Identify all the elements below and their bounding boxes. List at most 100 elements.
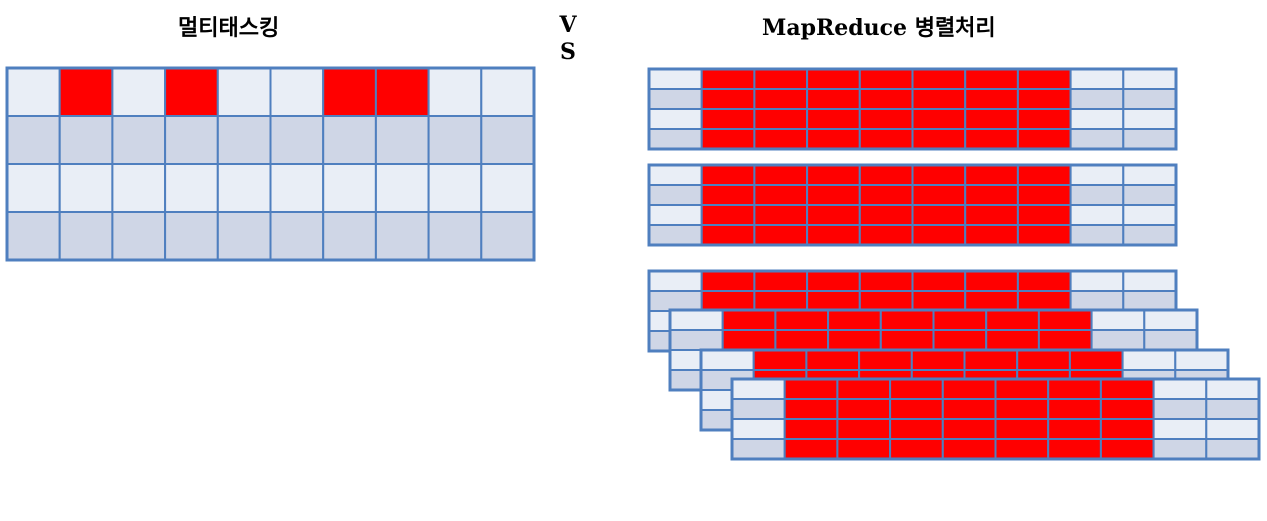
- active-cell: [827, 329, 882, 351]
- active-cell: [858, 68, 914, 90]
- grid-cell: [374, 163, 430, 213]
- active-cell: [700, 270, 756, 292]
- grid-cell: [164, 67, 219, 117]
- block-cell: [669, 329, 724, 351]
- active-cell: [1099, 418, 1155, 440]
- grid-cell: [58, 211, 114, 261]
- active-cell: [806, 204, 861, 226]
- block-cell: [731, 438, 786, 460]
- block-cell: [669, 309, 724, 331]
- mapreduce-block-1: [647, 67, 1178, 151]
- grid-cell: [164, 115, 219, 165]
- active-cell: [879, 309, 935, 331]
- active-cell: [827, 309, 882, 331]
- active-cell: [964, 204, 1019, 226]
- active-cell: [963, 349, 1019, 371]
- active-cell: [911, 128, 967, 150]
- block-cell: [1069, 290, 1125, 312]
- block-cell: [648, 68, 703, 90]
- active-cell: [994, 418, 1050, 440]
- active-cell: [753, 68, 809, 90]
- active-cell: [1016, 68, 1072, 90]
- active-cell: [964, 108, 1019, 130]
- block-cell: [1143, 329, 1199, 351]
- active-cell: [941, 398, 997, 420]
- block-cell: [1205, 418, 1261, 440]
- block-cell: [1069, 270, 1125, 292]
- active-cell: [806, 68, 861, 90]
- block-cell: [1152, 398, 1208, 420]
- active-cell: [964, 270, 1019, 292]
- grid-cell: [480, 211, 535, 261]
- active-cell: [941, 378, 997, 400]
- active-cell: [910, 349, 966, 371]
- grid-cell: [164, 163, 219, 213]
- block-cell: [648, 88, 703, 110]
- grid-cell: [6, 67, 61, 117]
- grid-cell: [164, 211, 219, 261]
- grid-cell: [427, 211, 483, 261]
- active-cell: [858, 204, 914, 226]
- grid-cell: [111, 115, 167, 165]
- block-border: [647, 67, 1178, 151]
- block-cell: [1122, 270, 1178, 292]
- grid-cell: [58, 67, 114, 117]
- active-cell: [783, 418, 839, 440]
- active-cell: [985, 329, 1040, 351]
- active-cell: [889, 438, 944, 460]
- block-cell: [1152, 378, 1208, 400]
- active-cell: [1099, 438, 1155, 460]
- active-cell: [1016, 184, 1072, 206]
- grid-cell: [216, 67, 272, 117]
- active-cell: [889, 418, 944, 440]
- active-cell: [911, 108, 967, 130]
- active-cell: [1016, 270, 1072, 292]
- block-cell: [731, 378, 786, 400]
- active-cell: [806, 108, 861, 130]
- block-cell: [1122, 88, 1178, 110]
- active-cell: [964, 88, 1019, 110]
- active-cell: [806, 290, 861, 312]
- active-cell: [700, 290, 756, 312]
- active-cell: [911, 68, 967, 90]
- active-cell: [858, 88, 914, 110]
- active-cell: [889, 378, 944, 400]
- active-cell: [1016, 108, 1072, 130]
- active-cell: [994, 378, 1050, 400]
- block-cell: [648, 224, 703, 246]
- block-cell: [1143, 309, 1199, 331]
- active-cell: [753, 88, 809, 110]
- active-cell: [836, 438, 892, 460]
- grid-cell: [269, 67, 325, 117]
- active-cell: [858, 290, 914, 312]
- grid-cell: [322, 163, 377, 213]
- active-cell: [1016, 204, 1072, 226]
- active-cell: [932, 329, 988, 351]
- active-cell: [753, 184, 809, 206]
- active-cell: [721, 329, 777, 351]
- active-cell: [1037, 309, 1093, 331]
- block-cell: [1069, 128, 1125, 150]
- active-cell: [994, 398, 1050, 420]
- active-cell: [911, 224, 967, 246]
- block-cell: [700, 349, 755, 371]
- active-cell: [1016, 128, 1072, 150]
- block-cell: [1122, 128, 1178, 150]
- grid-cell: [111, 67, 167, 117]
- grid-cell: [427, 163, 483, 213]
- active-cell: [911, 184, 967, 206]
- active-cell: [858, 108, 914, 130]
- block-cell: [1122, 108, 1178, 130]
- active-cell: [700, 68, 756, 90]
- active-cell: [806, 88, 861, 110]
- block-cell: [648, 184, 703, 206]
- block-cell: [1122, 164, 1178, 186]
- grid-cell: [374, 67, 430, 117]
- block-cell: [1069, 68, 1125, 90]
- active-cell: [1099, 378, 1155, 400]
- block-cell: [648, 290, 703, 312]
- grid-cell: [111, 211, 167, 261]
- block-cell: [731, 418, 786, 440]
- grid-cell: [58, 115, 114, 165]
- active-cell: [964, 164, 1019, 186]
